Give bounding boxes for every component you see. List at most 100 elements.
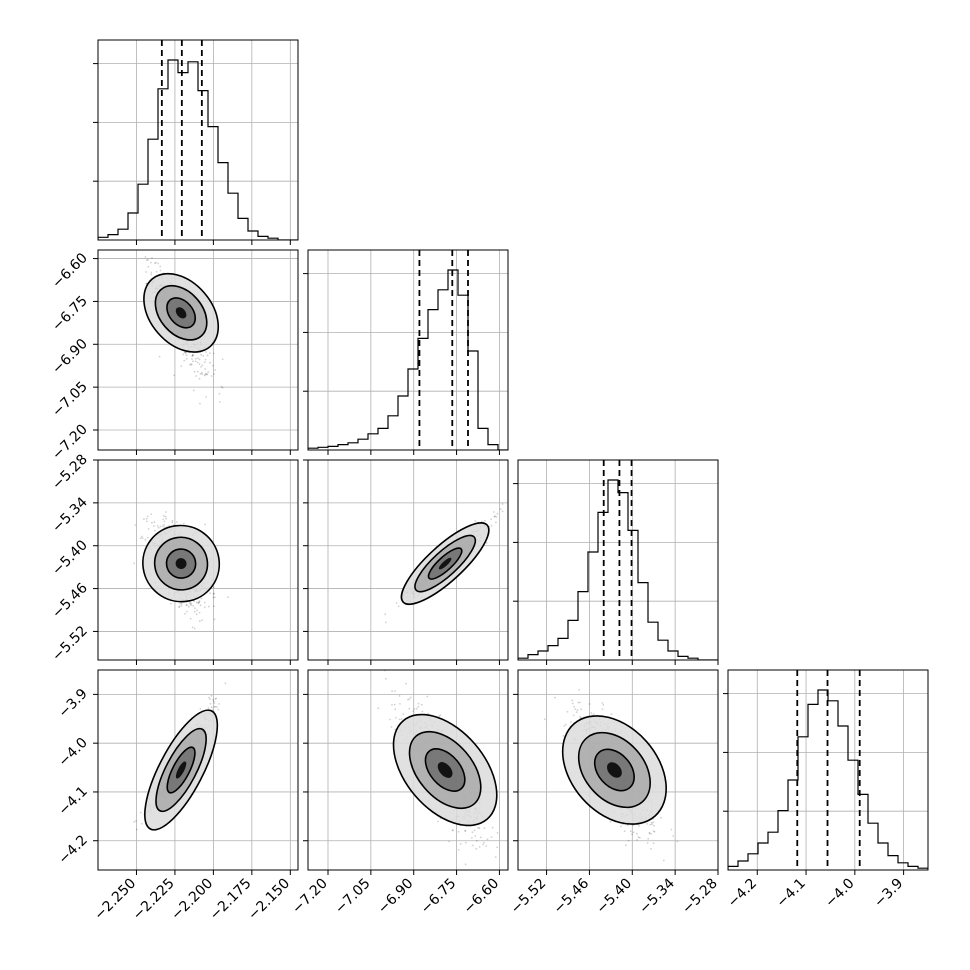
scatter-point bbox=[485, 845, 488, 847]
y-tick-label: −5.52 bbox=[49, 623, 91, 665]
scatter-point bbox=[494, 515, 496, 518]
scatter-point bbox=[570, 721, 572, 723]
x-tick-label: −7.20 bbox=[289, 876, 331, 918]
scatter-point bbox=[201, 373, 204, 375]
scatter-point bbox=[197, 370, 199, 373]
scatter-point bbox=[572, 714, 575, 717]
scatter-point bbox=[209, 352, 211, 354]
y-tick-label: −3.9 bbox=[55, 686, 90, 721]
scatter-point bbox=[164, 515, 167, 518]
scatter-point bbox=[206, 373, 209, 376]
y-tick-label: −5.40 bbox=[49, 537, 91, 579]
scatter-point bbox=[212, 586, 215, 589]
scatter-point bbox=[199, 708, 202, 710]
scatter-point bbox=[193, 627, 196, 630]
y-tick-label: −4.2 bbox=[55, 832, 90, 867]
scatter-point bbox=[154, 262, 156, 265]
scatter-point bbox=[475, 840, 478, 842]
scatter-point bbox=[457, 849, 460, 851]
scatter-point bbox=[139, 811, 142, 814]
y-tick-label: −5.34 bbox=[49, 494, 91, 536]
scatter-point bbox=[205, 396, 208, 398]
scatter-point bbox=[159, 269, 162, 272]
scatter-point bbox=[193, 600, 196, 602]
scatter-point bbox=[218, 392, 221, 395]
scatter-point bbox=[427, 712, 429, 715]
y-tick-label: −6.60 bbox=[49, 250, 91, 292]
scatter-point bbox=[205, 351, 207, 353]
scatter-point bbox=[573, 705, 575, 708]
scatter-point bbox=[420, 703, 423, 706]
scatter-point bbox=[150, 273, 153, 276]
density-level bbox=[607, 762, 622, 778]
scatter-point bbox=[157, 262, 160, 265]
scatter-point bbox=[185, 604, 188, 607]
scatter-point bbox=[210, 694, 213, 697]
scatter-point bbox=[490, 836, 493, 838]
scatter-point bbox=[196, 609, 199, 612]
scatter-point bbox=[185, 354, 188, 357]
scatter-point bbox=[134, 524, 137, 526]
scatter-point bbox=[143, 518, 145, 520]
scatter-point bbox=[200, 353, 203, 356]
scatter-point bbox=[647, 837, 650, 840]
histogram-step bbox=[98, 59, 298, 240]
scatter-point bbox=[198, 600, 201, 603]
scatter-point bbox=[209, 592, 212, 594]
density-level bbox=[175, 307, 187, 319]
scatter-point bbox=[650, 847, 652, 850]
scatter-point bbox=[190, 602, 192, 605]
scatter-point bbox=[653, 830, 656, 833]
scatter-point bbox=[195, 375, 198, 377]
scatter-point bbox=[473, 829, 476, 832]
scatter-point bbox=[199, 402, 201, 405]
scatter-point bbox=[180, 604, 183, 607]
scatter-point bbox=[402, 713, 405, 715]
scatter-point bbox=[154, 529, 156, 532]
scatter-point bbox=[213, 605, 215, 608]
contour-line bbox=[400, 522, 490, 605]
scatter-point bbox=[207, 371, 210, 373]
panel-content bbox=[124, 241, 224, 405]
scatter-point bbox=[204, 358, 207, 361]
scatter-point bbox=[185, 351, 188, 354]
scatter-point bbox=[439, 714, 442, 717]
scatter-point bbox=[155, 261, 157, 264]
scatter-point bbox=[201, 364, 204, 367]
scatter-point bbox=[566, 710, 569, 713]
scatter-point bbox=[490, 524, 493, 527]
scatter-point bbox=[602, 704, 605, 706]
scatter-point bbox=[203, 374, 206, 377]
scatter-point bbox=[195, 601, 198, 604]
scatter-point bbox=[652, 821, 655, 824]
scatter-point bbox=[629, 830, 632, 833]
scatter-point bbox=[638, 825, 640, 827]
scatter-point bbox=[474, 520, 477, 522]
scatter-point bbox=[150, 513, 153, 515]
scatter-point bbox=[496, 832, 499, 834]
scatter-point bbox=[191, 358, 193, 360]
scatter-point bbox=[649, 823, 652, 826]
scatter-point bbox=[206, 354, 209, 357]
scatter-point bbox=[209, 702, 212, 705]
scatter-point bbox=[646, 823, 648, 825]
scatter-point bbox=[147, 528, 150, 530]
scatter-point bbox=[209, 361, 212, 364]
scatter-point bbox=[205, 372, 207, 375]
scatter-point bbox=[638, 836, 641, 839]
scatter-point bbox=[499, 508, 502, 511]
scatter-point bbox=[670, 828, 673, 831]
scatter-point bbox=[650, 821, 653, 824]
histogram-step bbox=[308, 269, 508, 450]
histogram-step bbox=[518, 479, 718, 660]
scatter-point bbox=[477, 826, 479, 829]
scatter-point bbox=[124, 241, 126, 243]
y-tick-label: −5.46 bbox=[49, 580, 91, 622]
scatter-point bbox=[636, 832, 638, 835]
scatter-point bbox=[464, 863, 467, 866]
contour-line bbox=[166, 297, 197, 329]
histogram-frame bbox=[727, 669, 929, 871]
scatter-point bbox=[199, 604, 202, 607]
scatter-point bbox=[391, 704, 393, 706]
scatter-point bbox=[205, 373, 208, 376]
